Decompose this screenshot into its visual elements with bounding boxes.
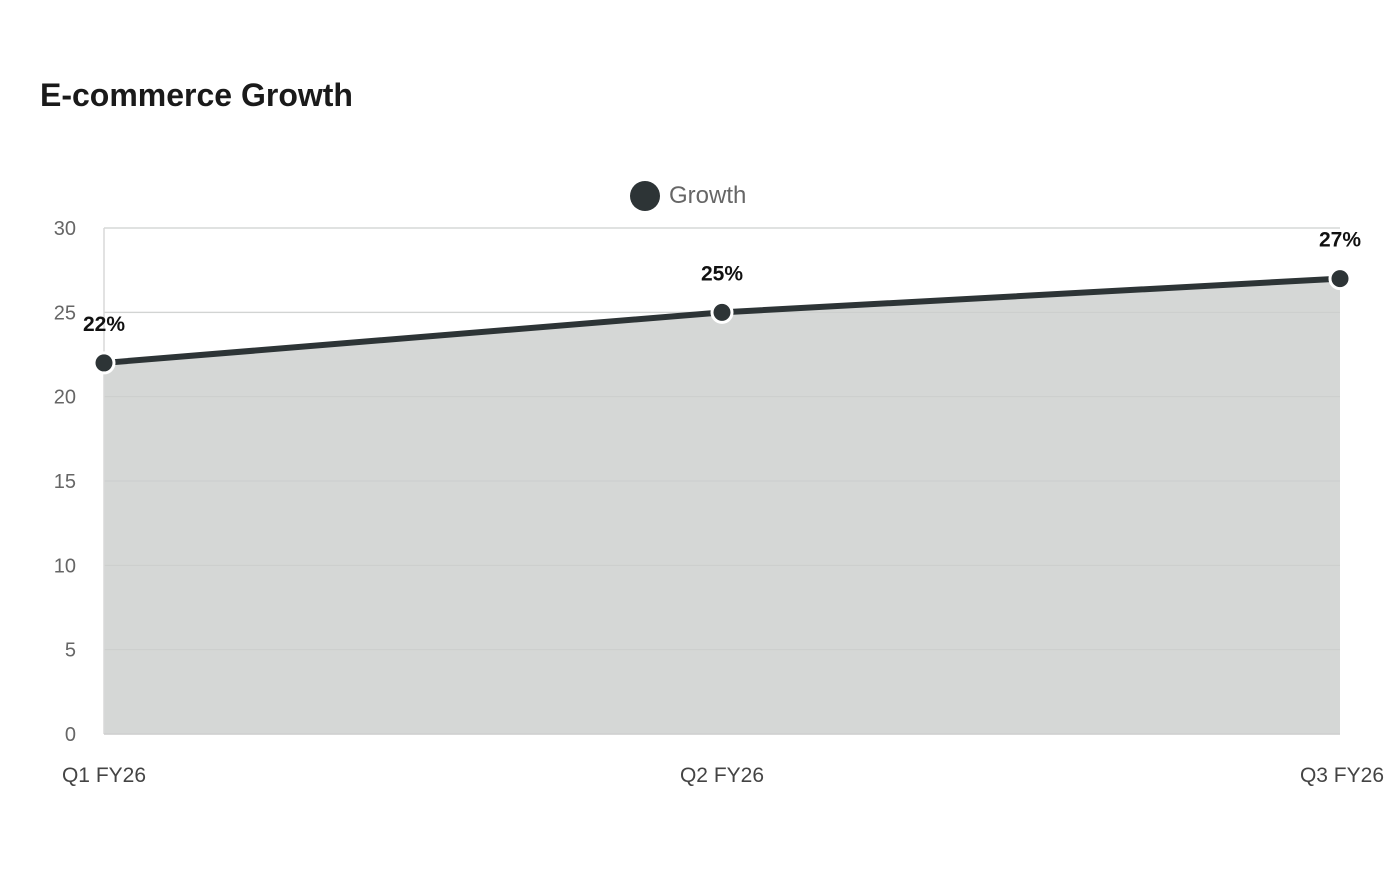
y-tick-label: 15 xyxy=(54,471,76,493)
data-label: 22% xyxy=(83,313,125,336)
chart-title: E-commerce Growth xyxy=(40,77,353,113)
axes xyxy=(103,228,1340,735)
y-tick-label: 20 xyxy=(54,387,76,409)
data-points xyxy=(92,267,1352,375)
y-tick-label: 5 xyxy=(65,640,76,662)
data-labels: 22% 25% 27% xyxy=(83,229,1361,336)
x-axis-ticks: Q1 FY26 Q2 FY26 Q3 FY26 xyxy=(62,764,1384,787)
chart-legend: Growth xyxy=(630,181,746,211)
x-tick-label: Q1 FY26 xyxy=(62,764,146,787)
data-point[interactable] xyxy=(92,351,116,375)
data-point[interactable] xyxy=(1328,267,1352,291)
y-tick-label: 10 xyxy=(54,555,76,577)
y-tick-label: 0 xyxy=(65,724,76,746)
x-tick-label: Q3 FY26 xyxy=(1300,764,1384,787)
y-axis-ticks: 0 5 10 15 20 25 30 xyxy=(54,218,76,746)
y-tick-label: 25 xyxy=(54,302,76,324)
x-tick-label: Q2 FY26 xyxy=(680,764,764,787)
data-label: 25% xyxy=(701,262,743,285)
legend-swatch-growth xyxy=(630,181,660,211)
data-label: 27% xyxy=(1319,229,1361,252)
data-point[interactable] xyxy=(710,300,734,324)
y-tick-label: 30 xyxy=(54,218,76,240)
series-area-growth xyxy=(104,278,1340,734)
legend-label-growth: Growth xyxy=(669,182,747,209)
